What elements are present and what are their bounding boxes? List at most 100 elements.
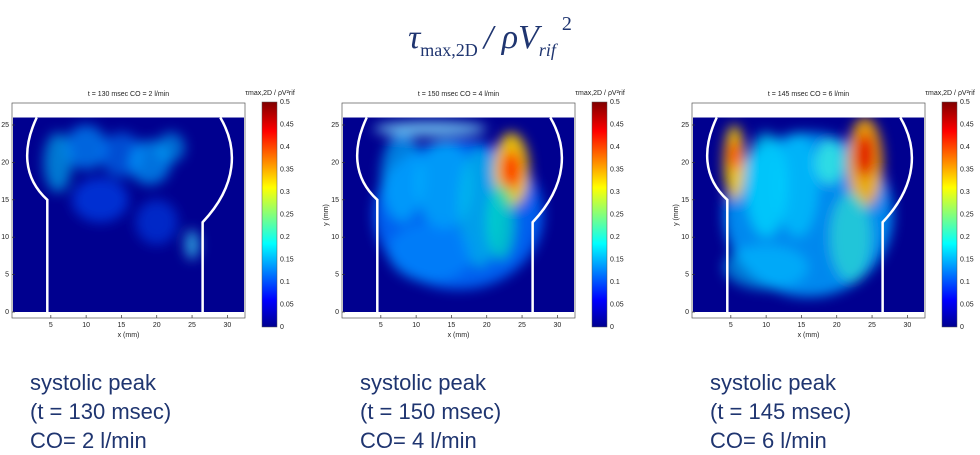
colorbar-tick-label: 0.45 [610,122,624,129]
colorbar-tick-label: 0.3 [610,189,620,196]
y-tick-label: 5 [685,272,689,279]
colorbar-tick-label: 0.4 [960,144,970,151]
heat-blob [500,151,523,189]
vessel-wall [705,116,914,312]
title-sub: max,2D [420,40,478,60]
panel: t = 130 msec CO = 2 l/min 5 10 15 20 25 30 x (m… [1,90,295,453]
colorbar-tick-label: 0.05 [960,302,974,309]
colorbar-tick-label: 0.4 [610,144,620,151]
colorbar-tick-label: 0.2 [960,234,970,241]
colorbar-tick-label: 0.25 [960,212,974,219]
heat-blob [72,177,129,223]
x-axis-label: x (mm) [798,332,820,339]
caption-line: (t = 150 msec) [360,399,501,424]
colorbar-tick-label: 0.5 [960,99,970,106]
panel-header: t = 150 msec CO = 4 l/min [418,91,499,98]
colorbar-tick-label: 0.1 [960,279,970,286]
x-tick-label: 15 [448,322,456,329]
x-tick-label: 10 [412,322,420,329]
x-tick-label: 25 [868,322,876,329]
y-tick-label: 20 [331,159,339,166]
colorbar-tick-label: 0.15 [610,257,624,264]
x-tick-label: 5 [379,322,383,329]
heat-blob [387,222,473,283]
colorbar-tick-label: 0.45 [960,122,974,129]
x-tick-label: 25 [518,322,526,329]
x-tick-label: 15 [798,322,806,329]
heat-blob [854,132,876,178]
heat-blob [486,184,515,260]
x-tick-label: 30 [903,322,911,329]
title-sub2: rif [539,40,559,60]
panel-header: t = 145 msec CO = 6 l/min [768,91,849,98]
colorbar-tick-label: 0.35 [280,167,294,174]
x-axis-label: x (mm) [118,332,140,339]
heatmap [43,125,200,260]
colorbar-tick-label: 0 [610,324,614,331]
colorbar-tick-label: 0.1 [610,279,620,286]
title-symbol: τ [408,19,422,56]
colorbar-tick-label: 0.15 [280,257,294,264]
colorbar [941,101,958,328]
colorbar-tick-label: 0.3 [280,189,290,196]
vessel-wall [25,116,234,312]
y-tick-label: 25 [1,122,9,129]
y-axis-label: y (mm) [673,204,680,226]
colorbar-tick-label: 0.45 [280,122,294,129]
y-tick-label: 10 [1,234,9,241]
heat-blob [776,132,820,238]
caption-line: systolic peak [710,370,837,395]
panel-header: t = 130 msec CO = 2 l/min [88,91,169,98]
title-middle: / ρV [482,19,543,56]
caption-line: CO= 4 l/min [360,428,477,453]
colorbar-tick-label: 0.5 [280,99,290,106]
colorbar-label: τmax,2D / ρV²rif [925,90,975,97]
x-tick-label: 30 [223,322,231,329]
vessel-wall [355,116,564,312]
x-tick-label: 10 [762,322,770,329]
colorbar-tick-label: 0.35 [960,167,974,174]
colorbar-tick-label: 0.15 [960,257,974,264]
heat-blob [744,132,788,238]
colorbar-label: τmax,2D / ρV²rif [245,90,295,97]
panel: t = 145 msec CO = 6 l/min 5 10 15 20 25 30 x (m… [673,90,975,453]
y-tick-label: 20 [681,159,689,166]
figure-title: τmax,2D / ρVrif2 [408,13,572,60]
y-tick-label: 15 [331,197,339,204]
x-tick-label: 25 [188,322,196,329]
colorbar-tick-label: 0.3 [960,189,970,196]
x-tick-label: 30 [553,322,561,329]
y-tick-label: 0 [685,309,689,316]
colorbar [591,101,608,328]
colorbar-tick-label: 0.5 [610,99,620,106]
heat-blob [373,121,487,137]
caption-line: CO= 2 l/min [30,428,147,453]
colorbar-tick-label: 0.4 [280,144,290,151]
caption-line: (t = 145 msec) [710,399,851,424]
x-axis-label: x (mm) [448,332,470,339]
x-tick-label: 15 [118,322,126,329]
caption-line: systolic peak [30,370,157,395]
x-tick-label: 20 [483,322,491,329]
heatmap [723,117,894,298]
colorbar-tick-label: 0.05 [610,302,624,309]
caption-line: systolic peak [360,370,487,395]
heat-blob [416,139,473,230]
y-tick-label: 25 [331,122,339,129]
x-tick-label: 5 [49,322,53,329]
y-tick-label: 15 [1,197,9,204]
y-tick-label: 25 [681,122,689,129]
x-tick-label: 20 [153,322,161,329]
y-tick-label: 0 [335,309,339,316]
colorbar-tick-label: 0.25 [610,212,624,219]
heat-blob [815,139,844,185]
colorbar-tick-label: 0.2 [610,234,620,241]
colorbar-tick-label: 0 [280,324,284,331]
heat-blob [64,125,108,170]
y-tick-label: 5 [5,272,9,279]
colorbar-label: τmax,2D / ρV²rif [575,90,625,97]
y-tick-label: 20 [1,159,9,166]
y-axis-label: y (mm) [323,204,330,226]
colorbar-tick-label: 0.1 [280,279,290,286]
